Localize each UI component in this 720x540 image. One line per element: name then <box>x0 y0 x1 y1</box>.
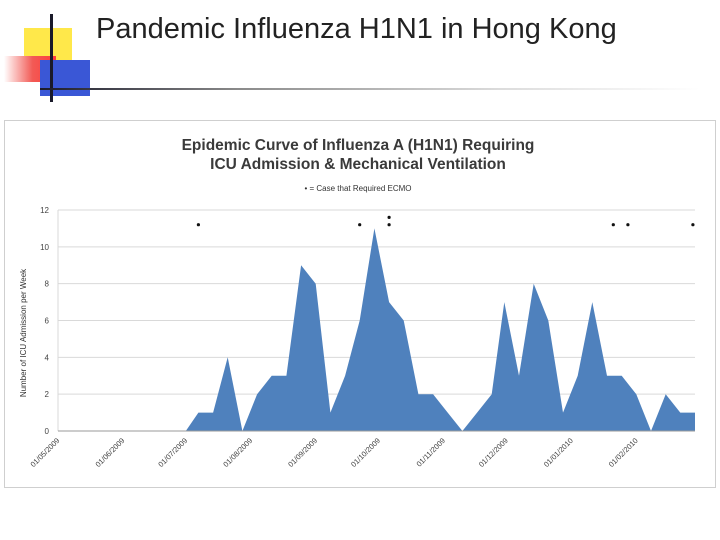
chart-title-line-2: ICU Admission & Mechanical Ventilation <box>210 156 506 173</box>
x-tick-label: 01/05/2009 <box>29 436 62 469</box>
ecmo-markers <box>196 215 695 227</box>
y-tick-label: 10 <box>40 243 49 252</box>
chart-panel: Epidemic Curve of Influenza A (H1N1) Req… <box>4 120 716 488</box>
x-tick-label: 01/11/2009 <box>414 436 447 469</box>
ecmo-case-dot <box>626 223 630 227</box>
deco-vertical-line <box>50 14 53 102</box>
y-tick-label: 4 <box>45 353 50 362</box>
y-axis-label: Number of ICU Admission per Week <box>19 268 28 397</box>
ecmo-case-dot <box>611 223 615 227</box>
x-tick-label: 01/01/2010 <box>542 436 575 469</box>
y-tick-label: 6 <box>45 317 50 326</box>
ecmo-case-dot <box>387 223 391 227</box>
y-tick-label: 0 <box>45 427 50 436</box>
x-tick-label: 01/12/2009 <box>477 436 510 469</box>
title-underline <box>40 88 700 90</box>
x-tick-labels: 01/05/2009 01/06/2009 01/07/2009 01/08/2009… <box>29 436 640 469</box>
y-tick-label: 8 <box>45 280 50 289</box>
ecmo-case-dot <box>387 215 391 219</box>
x-tick-label: 01/10/2009 <box>349 436 382 469</box>
chart-title-line-1: Epidemic Curve of Influenza A (H1N1) Req… <box>182 137 535 154</box>
x-tick-label: 01/09/2009 <box>286 436 319 469</box>
ecmo-case-dot <box>358 223 362 227</box>
chart-subtitle: • = Case that Required ECMO <box>304 184 411 193</box>
y-tick-label: 12 <box>40 206 49 215</box>
area-series-fill <box>185 228 696 431</box>
x-tick-label: 01/06/2009 <box>94 436 127 469</box>
deco-blue-square <box>40 60 90 96</box>
epidemic-curve-chart: Epidemic Curve of Influenza A (H1N1) Req… <box>19 137 696 469</box>
slide-title: Pandemic Influenza H1N1 in Hong Kong <box>96 13 617 45</box>
x-tick-label: 01/02/2010 <box>607 436 640 469</box>
x-tick-label: 01/08/2009 <box>221 436 254 469</box>
ecmo-case-dot <box>196 223 200 227</box>
y-tick-labels: 0 2 4 6 8 10 12 <box>40 206 49 436</box>
area-series <box>58 228 696 432</box>
x-tick-label: 01/07/2009 <box>156 436 189 469</box>
ecmo-case-dot <box>691 223 695 227</box>
y-tick-label: 2 <box>45 390 50 399</box>
